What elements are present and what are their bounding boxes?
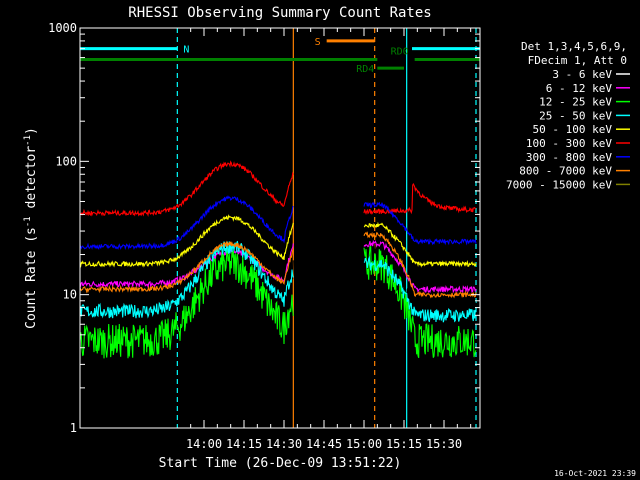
y-axis: 1 10 100 1000 bbox=[48, 21, 480, 435]
plot-frame bbox=[79, 27, 481, 429]
x-axis-label: Start Time (26-Dec-09 13:51:22) bbox=[159, 456, 402, 471]
legend-label-2: 12 - 25 keV bbox=[539, 96, 612, 109]
legend-label-0: 3 - 6 keV bbox=[552, 68, 612, 81]
legend-label-4: 50 - 100 keV bbox=[533, 123, 613, 136]
legend-header-line-2: FDecim 1, Att 0 bbox=[528, 54, 627, 67]
legend-label-7: 800 - 7000 keV bbox=[519, 165, 612, 178]
x-tick-label-3: 14:45 bbox=[306, 437, 342, 451]
legend-label-8: 7000 - 15000 keV bbox=[506, 178, 612, 191]
legend-header-line-1: Det 1,3,4,5,6,9, bbox=[521, 40, 627, 53]
flag-label-4: RD0 bbox=[391, 47, 409, 58]
flag-label-2: S bbox=[315, 37, 321, 48]
y-tick-label-1: 10 bbox=[63, 288, 77, 302]
series-line-1-post bbox=[363, 239, 477, 294]
series-line-2-post bbox=[363, 245, 477, 359]
series-line-7-pre bbox=[79, 240, 294, 294]
legend-label-3: 25 - 50 keV bbox=[539, 109, 612, 122]
y-axis-label-part2: detector bbox=[24, 146, 39, 217]
flag-label-5: RD4 bbox=[356, 64, 374, 75]
y-tick-label-0: 1 bbox=[70, 421, 77, 435]
legend-label-1: 6 - 12 keV bbox=[546, 82, 613, 95]
vertical-markers bbox=[176, 28, 477, 428]
series-line-3-pre bbox=[79, 240, 294, 319]
chart-title: RHESSI Observing Summary Count Rates bbox=[128, 5, 431, 21]
series-line-4-post bbox=[363, 221, 477, 268]
series-line-0-pre bbox=[79, 248, 294, 317]
series-line-6-post bbox=[363, 201, 477, 246]
x-axis: 14:00 14:15 14:30 14:45 15:00 15:15 15:30 bbox=[186, 28, 472, 451]
series-line-7-post bbox=[363, 231, 477, 299]
y-axis-label-sup1: -1 bbox=[23, 216, 33, 227]
x-tick-label-2: 14:30 bbox=[266, 437, 302, 451]
y-tick-label-3: 1000 bbox=[48, 21, 77, 35]
x-tick-label-5: 15:15 bbox=[386, 437, 422, 451]
y-axis-label-part3: ) bbox=[24, 127, 39, 135]
series-line-6-pre bbox=[79, 195, 294, 250]
x-tick-label-0: 14:00 bbox=[186, 437, 222, 451]
y-axis-label-sup2: -1 bbox=[23, 135, 33, 146]
series-line-5-pre bbox=[79, 160, 294, 218]
x-tick-label-4: 15:00 bbox=[346, 437, 382, 451]
flag-label-0: N bbox=[183, 45, 189, 56]
series-line-5-post bbox=[363, 182, 477, 215]
y-axis-label: Count Rate (s-1 detector-1) bbox=[23, 127, 39, 329]
timestamp: 16-Oct-2021 23:39 bbox=[554, 469, 636, 478]
y-axis-label-part1: Count Rate (s bbox=[24, 227, 39, 329]
legend-label-6: 300 - 800 keV bbox=[526, 151, 612, 164]
segment-flags: N S RD0 RD4 bbox=[80, 37, 480, 75]
legend-label-5: 100 - 300 keV bbox=[526, 137, 612, 150]
series-lines bbox=[79, 160, 477, 359]
plot-area: N S RD0 RD4 bbox=[79, 27, 481, 429]
x-tick-label-1: 14:15 bbox=[226, 437, 262, 451]
y-tick-label-2: 100 bbox=[55, 154, 77, 168]
series-line-3-post bbox=[363, 255, 477, 323]
series-line-2-pre bbox=[79, 247, 294, 359]
x-tick-label-6: 15:30 bbox=[426, 437, 462, 451]
series-line-4-pre bbox=[79, 214, 294, 268]
legend: Det 1,3,4,5,6,9, FDecim 1, Att 0 3 - 6 k… bbox=[506, 40, 630, 191]
